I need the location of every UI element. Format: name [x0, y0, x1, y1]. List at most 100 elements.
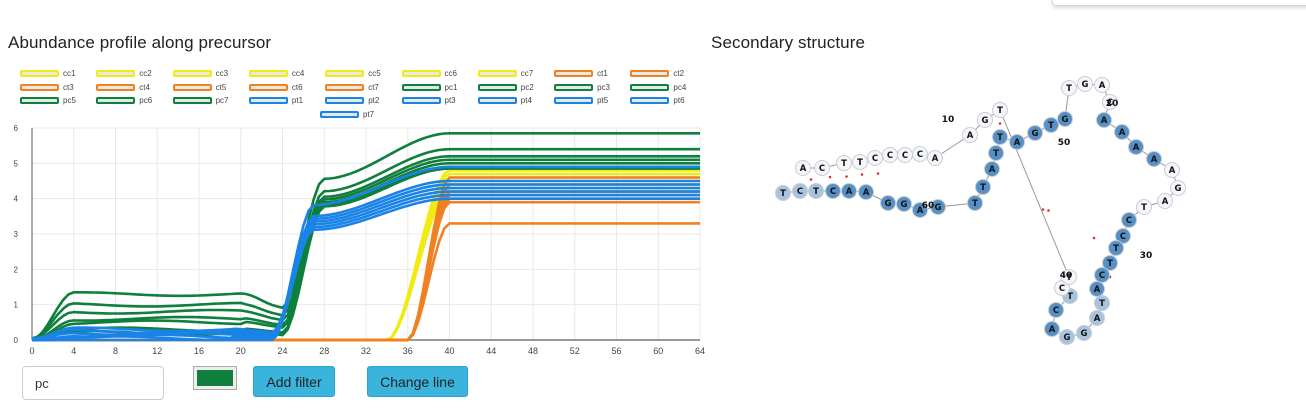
- add-filter-button[interactable]: Add filter: [253, 366, 335, 397]
- series-line-pt6[interactable]: [32, 179, 700, 342]
- nucleotide-node[interactable]: [1094, 267, 1110, 283]
- nucleotide-node[interactable]: [1108, 240, 1124, 256]
- nucleotide-node[interactable]: [1115, 228, 1131, 244]
- series-line-pc1[interactable]: [31, 132, 700, 342]
- nucleotide-node[interactable]: [984, 161, 1000, 177]
- nucleotide-node[interactable]: [792, 183, 808, 199]
- legend-item-pt7[interactable]: pt7: [320, 110, 374, 119]
- x-tick-label: 36: [403, 346, 413, 356]
- nucleotide-node[interactable]: [1089, 310, 1105, 326]
- nucleotide-node[interactable]: [795, 160, 811, 176]
- nucleotide-node[interactable]: [912, 202, 928, 218]
- series-line-pc3[interactable]: [31, 154, 700, 340]
- nucleotide-letter: A: [1014, 138, 1021, 148]
- nucleotide-node[interactable]: [975, 179, 991, 195]
- nucleotide-node[interactable]: [1114, 124, 1130, 140]
- nucleotide-node[interactable]: [814, 160, 830, 176]
- nucleotide-node[interactable]: [930, 199, 946, 215]
- legend-item-cc3[interactable]: cc3: [172, 69, 228, 78]
- line-color-picker[interactable]: [193, 366, 237, 390]
- nucleotide-node[interactable]: [1170, 180, 1186, 196]
- legend-item-pt4[interactable]: pt4: [477, 96, 532, 105]
- legend-item-ct7[interactable]: ct7: [325, 83, 379, 92]
- legend-item-pc4[interactable]: pc4: [630, 83, 686, 92]
- nucleotide-node[interactable]: [992, 102, 1008, 118]
- nucleotide-node[interactable]: [1048, 302, 1064, 318]
- legend-item-ct5[interactable]: ct5: [172, 83, 226, 92]
- x-tick-label: 8: [113, 346, 118, 356]
- legend-item-pt2[interactable]: pt2: [325, 96, 379, 105]
- nucleotide-node[interactable]: [1102, 94, 1118, 110]
- nucleotide-node[interactable]: [808, 183, 824, 199]
- legend-item-ct2[interactable]: ct2: [630, 69, 684, 78]
- legend-item-cc4[interactable]: cc4: [248, 69, 304, 78]
- nucleotide-node[interactable]: [1102, 255, 1118, 271]
- series-line-pc4[interactable]: [31, 158, 700, 342]
- position-label: 30: [1140, 251, 1153, 261]
- nucleotide-node[interactable]: [1096, 112, 1112, 128]
- legend-item-pc7[interactable]: pc7: [172, 96, 229, 105]
- nucleotide-node[interactable]: [1027, 125, 1043, 141]
- nucleotide-node[interactable]: [992, 129, 1008, 145]
- nucleotide-node[interactable]: [1094, 77, 1110, 93]
- nucleotide-node[interactable]: [852, 154, 868, 170]
- legend-item-cc1[interactable]: cc1: [20, 69, 75, 78]
- nucleotide-node[interactable]: [962, 127, 978, 143]
- legend-item-pc6[interactable]: pc6: [96, 96, 152, 105]
- legend-item-ct4[interactable]: ct4: [96, 83, 150, 92]
- nucleotide-node[interactable]: [1059, 329, 1075, 345]
- legend-item-cc5[interactable]: cc5: [325, 69, 381, 78]
- nucleotide-node[interactable]: [927, 150, 943, 166]
- legend-item-cc2[interactable]: cc2: [96, 69, 152, 78]
- legend-item-cc7[interactable]: cc7: [477, 69, 533, 78]
- series-line-pt1[interactable]: [31, 186, 700, 342]
- filter-input[interactable]: [22, 366, 164, 400]
- nucleotide-node[interactable]: [882, 147, 898, 163]
- legend-item-pt6[interactable]: pt6: [630, 96, 685, 105]
- series-line-pt5[interactable]: [32, 165, 700, 342]
- nucleotide-node[interactable]: [1157, 193, 1173, 209]
- nucleotide-node[interactable]: [967, 195, 983, 211]
- legend-item-ct1[interactable]: ct1: [554, 69, 608, 78]
- series-line-pc2[interactable]: [31, 147, 700, 340]
- nucleotide-node[interactable]: [1128, 139, 1144, 155]
- nucleotide-node[interactable]: [1057, 111, 1073, 127]
- legend-item-ct6[interactable]: ct6: [248, 83, 303, 92]
- legend-item-pt5[interactable]: pt5: [554, 96, 608, 105]
- nucleotide-node[interactable]: [977, 112, 993, 128]
- nucleotide-node[interactable]: [1044, 321, 1060, 337]
- nucleotide-node[interactable]: [775, 185, 791, 201]
- legend-item-cc6[interactable]: cc6: [401, 69, 457, 78]
- nucleotide-node[interactable]: [1076, 325, 1092, 341]
- nucleotide-node[interactable]: [1061, 80, 1077, 96]
- nucleotide-node[interactable]: [825, 183, 841, 199]
- legend-item-pt1[interactable]: pt1: [248, 96, 303, 105]
- nucleotide-node[interactable]: [896, 196, 912, 212]
- change-line-button[interactable]: Change line: [367, 366, 468, 397]
- nucleotide-node[interactable]: [988, 145, 1004, 161]
- legend-item-ct3[interactable]: ct3: [20, 83, 74, 92]
- nucleotide-letter: A: [1099, 81, 1106, 91]
- legend-item-pc5[interactable]: pc5: [20, 96, 76, 105]
- nucleotide-node[interactable]: [1136, 199, 1152, 215]
- nucleotide-node[interactable]: [1164, 162, 1180, 178]
- nucleotide-node[interactable]: [836, 155, 852, 171]
- base-pair-marker: [809, 178, 813, 181]
- nucleotide-node[interactable]: [1121, 212, 1137, 228]
- nucleotide-node[interactable]: [1061, 269, 1077, 285]
- legend-item-pc3[interactable]: pc3: [554, 83, 610, 92]
- nucleotide-node[interactable]: [880, 195, 896, 211]
- nucleotide-node[interactable]: [1094, 295, 1110, 311]
- legend-item-pc2[interactable]: pc2: [477, 83, 534, 92]
- nucleotide-node[interactable]: [867, 150, 883, 166]
- nucleotide-node[interactable]: [1043, 117, 1059, 133]
- legend-item-pc1[interactable]: pc1: [401, 83, 457, 92]
- nucleotide-node[interactable]: [1009, 134, 1025, 150]
- series-line-pt7[interactable]: [32, 183, 700, 342]
- nucleotide-node[interactable]: [1077, 76, 1093, 92]
- nucleotide-node[interactable]: [1146, 151, 1162, 167]
- nucleotide-node[interactable]: [1089, 281, 1105, 297]
- legend-item-pt3[interactable]: pt3: [401, 96, 456, 105]
- nucleotide-node[interactable]: [841, 183, 857, 199]
- nucleotide-node[interactable]: [858, 184, 874, 200]
